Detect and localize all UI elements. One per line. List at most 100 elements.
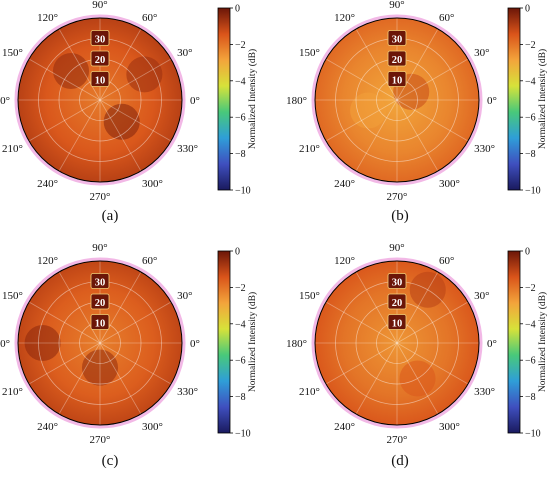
radial-tick-box (387, 314, 407, 330)
colorbar-label: Normalized Intensity (dB) (537, 292, 548, 392)
angular-tick-label: 0° (190, 338, 200, 350)
colorbar-scale (507, 250, 521, 434)
angular-grid-line (325, 301, 398, 344)
polar-frame (17, 17, 183, 183)
angular-grid-line (99, 342, 172, 385)
angular-tick-label: 330° (177, 386, 198, 398)
angular-tick-label: 210° (299, 143, 320, 155)
colorbar: 0 −2 −4 −6 −8 −10 Normalized Intensity (dB) (507, 247, 548, 440)
angular-tick-label: 270° (90, 191, 111, 203)
angular-grid-line (396, 301, 469, 344)
colorbar: 0 −2 −4 −6 −8 −10 Normalized Intensity (dB) (507, 4, 548, 197)
colorbar-tick-label: −10 (235, 186, 251, 197)
angular-grid-line (355, 271, 398, 344)
radial-tick-box (387, 71, 407, 87)
radial-tick-box (90, 273, 110, 289)
radial-tick-box (90, 314, 110, 330)
radial-tick-box (90, 71, 110, 87)
polar-panel-a: 1020300°30°60°90°120°150°180°210°240°270… (0, 0, 258, 224)
colorbar-tick-label: −2 (525, 283, 536, 294)
colorbar-label: Normalized Intensity (dB) (537, 49, 548, 149)
angular-tick-label: 270° (387, 191, 408, 203)
colorbar-tick-label: −6 (525, 113, 536, 124)
angular-tick-label: 0° (487, 95, 497, 107)
angular-grid-line (396, 99, 439, 172)
angular-grid-line (28, 301, 101, 344)
angular-tick-label: 120° (37, 255, 58, 267)
radial-tick-box (90, 30, 110, 46)
polar-panel-c: 1020300°30°60°90°120°150°180°210°240°270… (0, 242, 258, 469)
colorbar-tick-label: −4 (235, 319, 246, 330)
radial-tick-box (387, 293, 407, 310)
angular-tick-label: 150° (2, 47, 23, 59)
colorbar-tick-label: −10 (525, 186, 541, 197)
radial-tick-label: 30 (392, 35, 403, 46)
colorbar-tick-label: −8 (235, 149, 246, 160)
intensity-feature (24, 324, 61, 362)
angular-tick-label: 240° (37, 421, 58, 433)
colorbar-tick-label: −8 (525, 392, 536, 403)
polar-frame (17, 260, 183, 426)
intensity-feature (350, 92, 387, 129)
radial-tick-box (90, 293, 110, 310)
angular-tick-label: 60° (439, 12, 454, 24)
colorbar-label: Normalized Intensity (dB) (247, 49, 258, 149)
angular-tick-label: 300° (142, 421, 163, 433)
angular-tick-label: 330° (474, 143, 495, 155)
angular-tick-label: 210° (2, 386, 23, 398)
angular-grid-line (28, 99, 101, 142)
colorbar-tick-label: −8 (235, 392, 246, 403)
colorbar-scale (507, 7, 521, 191)
angular-grid-line (325, 58, 398, 101)
angular-grid-line (325, 99, 398, 142)
angular-grid-line (28, 58, 101, 101)
polar-halo (311, 14, 483, 186)
colorbar-tick-label: −4 (525, 319, 536, 330)
angular-tick-label: 0° (190, 95, 200, 107)
intensity-feature (52, 52, 90, 90)
panel-caption: (c) (102, 453, 119, 469)
intensity-feature (409, 271, 446, 308)
radial-tick-label: 10 (392, 76, 403, 87)
angular-tick-label: 300° (439, 178, 460, 190)
angular-tick-label: 270° (90, 434, 111, 446)
intensity-feature (399, 360, 436, 397)
polar-frame (314, 17, 480, 183)
colorbar-tick-label: −6 (235, 113, 246, 124)
polar-halo (14, 257, 186, 429)
intensity-disk (18, 261, 182, 425)
angular-tick-label: 60° (142, 255, 157, 267)
polar-panel-d: 1020300°30°60°90°120°150°180°210°240°270… (286, 242, 548, 469)
angular-tick-label: 180° (0, 95, 10, 107)
angular-tick-label: 120° (334, 255, 355, 267)
radial-tick-label: 10 (95, 319, 106, 330)
angular-tick-label: 30° (474, 47, 489, 59)
colorbar-tick-label: −6 (235, 356, 246, 367)
angular-grid-line (396, 342, 439, 415)
angular-grid-line (99, 28, 142, 101)
colorbar-tick-label: −10 (525, 429, 541, 440)
colorbar: 0 −2 −4 −6 −8 −10 Normalized Intensity (dB) (217, 247, 258, 440)
angular-tick-label: 180° (0, 338, 10, 350)
colorbar-tick-label: −4 (525, 76, 536, 87)
colorbar-tick-label: −8 (525, 149, 536, 160)
angular-tick-label: 210° (299, 386, 320, 398)
radial-tick-box (387, 30, 407, 46)
angular-grid-line (396, 58, 469, 101)
angular-tick-label: 60° (142, 12, 157, 24)
colorbar-tick-label: 0 (235, 4, 240, 15)
angular-grid-line (355, 342, 398, 415)
colorbar-scale (217, 7, 231, 191)
angular-tick-label: 90° (389, 242, 404, 254)
polar-panel-b: 1020300°30°60°90°120°150°180°210°240°270… (286, 0, 548, 224)
angular-grid-line (58, 342, 101, 415)
colorbar-tick-label: −2 (525, 40, 536, 51)
angular-tick-label: 30° (177, 47, 192, 59)
angular-tick-label: 150° (299, 290, 320, 302)
colorbar-tick-label: −4 (235, 76, 246, 87)
angular-tick-label: 150° (2, 290, 23, 302)
polar-halo (311, 257, 483, 429)
intensity-feature (81, 349, 119, 386)
angular-tick-label: 0° (487, 338, 497, 350)
